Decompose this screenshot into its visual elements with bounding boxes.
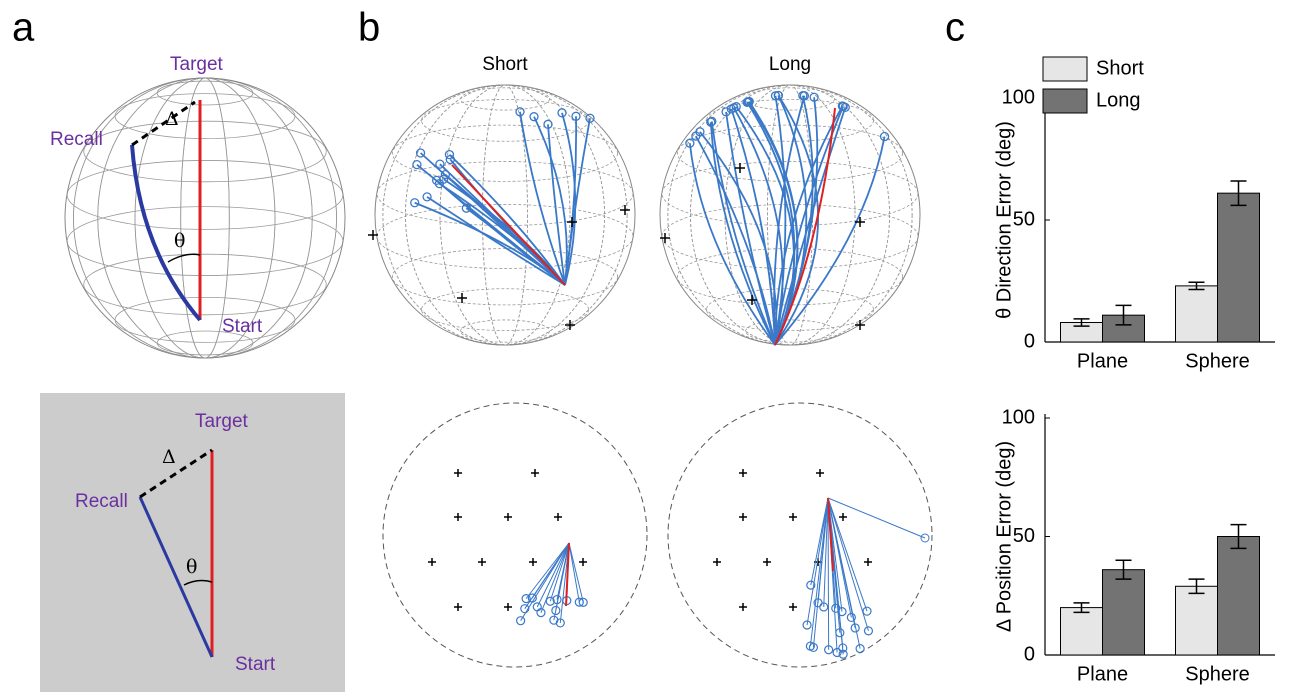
plane-background	[40, 393, 345, 692]
y-axis-title: Δ Position Error (deg)	[993, 441, 1015, 632]
latitude	[84, 254, 326, 315]
y-tick-label: 100	[1002, 86, 1035, 108]
label: Recall	[75, 491, 128, 512]
label: Recall	[50, 129, 103, 150]
panel-title: Long	[769, 54, 811, 75]
y-tick-label: 0	[1024, 330, 1035, 352]
panel-label: b	[358, 6, 380, 50]
panel-label: a	[12, 6, 35, 50]
latitude	[392, 249, 617, 305]
latitude	[421, 289, 588, 331]
workspace-boundary	[668, 403, 932, 667]
trajectory-plots	[368, 85, 932, 667]
meridian	[383, 85, 627, 345]
trajectory	[569, 543, 579, 602]
latitude	[115, 297, 295, 342]
latitude	[84, 121, 326, 182]
legend-swatch	[1043, 89, 1087, 113]
bar	[1103, 570, 1145, 655]
sphere-outline	[65, 78, 345, 358]
y-tick-label: 0	[1024, 643, 1035, 665]
legend-swatch	[1043, 57, 1087, 81]
legend-label: Short	[1096, 57, 1144, 79]
meridian	[440, 85, 570, 345]
label: Start	[235, 654, 276, 675]
workspace-boundary	[383, 403, 647, 667]
trajectory	[775, 137, 885, 345]
label: θ	[174, 230, 185, 252]
meridian	[98, 78, 312, 358]
bar	[1061, 608, 1103, 655]
bar	[1218, 537, 1260, 656]
sphere-outline	[375, 85, 635, 345]
trajectory	[828, 498, 829, 650]
latitude	[67, 207, 343, 276]
endpoint	[411, 199, 419, 207]
y-tick-label: 50	[1013, 208, 1035, 230]
label: Δ	[165, 108, 179, 130]
legend-label: Long	[1096, 89, 1141, 111]
meridian	[98, 78, 312, 358]
figure: a b c Target Recall Start Δ θ Target Rec…	[0, 0, 1310, 692]
error-line	[132, 102, 195, 145]
trajectory	[427, 197, 565, 285]
y-tick-label: 100	[1002, 406, 1035, 428]
latitude	[377, 162, 633, 226]
y-axis-title: θ Direction Error (deg)	[993, 121, 1015, 319]
x-tick-label: Sphere	[1185, 350, 1250, 372]
label: θ	[186, 556, 197, 578]
bar-charts: 0 50 100 θ Direction Error (deg) Plane Sphere…	[993, 57, 1275, 685]
meridian	[440, 85, 570, 345]
x-tick-label: Sphere	[1185, 663, 1250, 685]
panel-label: c	[945, 6, 965, 50]
label: Start	[222, 316, 263, 337]
bar	[1218, 193, 1260, 342]
recall-path	[132, 145, 200, 320]
panel-title: Short	[482, 54, 528, 75]
bar	[1176, 286, 1218, 342]
x-tick-label: Plane	[1077, 350, 1128, 372]
label: Target	[195, 411, 249, 432]
y-tick-label: 50	[1013, 525, 1035, 547]
latitude	[115, 94, 295, 139]
trajectory	[569, 543, 583, 602]
trajectory	[526, 543, 569, 599]
label: Δ	[162, 446, 176, 468]
meridian	[73, 78, 336, 358]
bar	[1176, 586, 1218, 655]
meridian	[383, 85, 627, 345]
latitude	[67, 160, 343, 229]
x-tick-label: Plane	[1077, 663, 1128, 685]
trajectory	[466, 208, 565, 285]
meridian	[73, 78, 336, 358]
sphere-diagram	[65, 78, 345, 358]
label: Target	[170, 54, 224, 75]
